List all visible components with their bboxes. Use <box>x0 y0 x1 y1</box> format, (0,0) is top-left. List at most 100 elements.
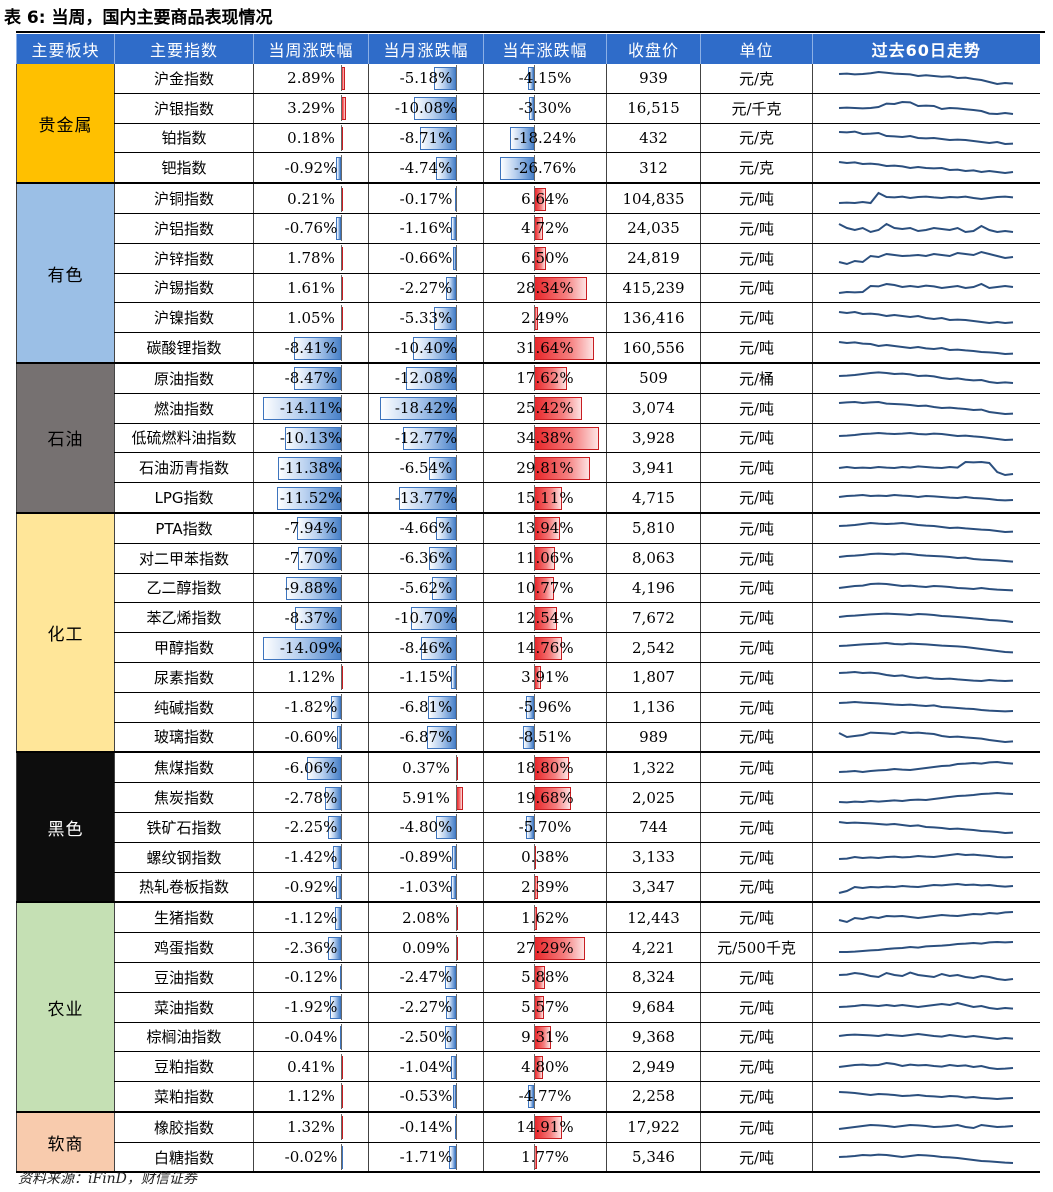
week-change-value: -14.09% <box>279 638 343 657</box>
month-change-value: -4.80% <box>399 818 453 837</box>
month-change-zero-axis <box>455 245 457 272</box>
trend-sparkline <box>839 431 1014 441</box>
month-change-zero-axis <box>455 95 457 122</box>
year-change-zero-axis <box>533 723 535 750</box>
year-change-zero-axis <box>533 664 535 691</box>
header-month-change: 当月涨跌幅 <box>368 34 484 64</box>
close-price: 5,346 <box>606 1142 701 1174</box>
trend-cell <box>812 482 1040 514</box>
month-change-bar <box>450 217 456 241</box>
week-change-cell: -2.78% <box>253 782 369 813</box>
month-change-zero-axis <box>455 1053 457 1080</box>
month-change-bar <box>428 456 456 480</box>
month-change-cell: -6.54% <box>368 452 484 484</box>
week-change-bar <box>334 906 341 930</box>
month-change-bar <box>452 247 456 271</box>
week-change-bar <box>262 397 341 421</box>
week-change-cell: -8.47% <box>253 362 369 394</box>
week-change-cell: -1.92% <box>253 992 369 1023</box>
trend-cell <box>812 332 1040 364</box>
year-change-cell: 5.88% <box>483 962 607 993</box>
month-change-bar <box>436 156 456 180</box>
unit: 元/吨 <box>700 842 813 873</box>
trend-sparkline <box>838 730 1014 743</box>
week-change-cell: 3.29% <box>253 93 369 124</box>
month-change-cell: -4.66% <box>368 512 484 544</box>
trend-sparkline <box>839 493 1014 501</box>
year-change-zero-axis <box>533 245 535 272</box>
index-name: 棕榈油指数 <box>114 1022 254 1053</box>
week-change-value: 2.89% <box>287 69 335 88</box>
month-change-bar <box>427 725 456 749</box>
trend-cell <box>812 243 1040 274</box>
week-change-cell: -8.41% <box>253 332 369 364</box>
year-change-value: 6.50% <box>521 249 569 268</box>
week-change-cell: -2.36% <box>253 932 369 963</box>
year-change-value: 9.31% <box>521 1027 569 1046</box>
year-change-zero-axis <box>533 604 535 631</box>
trend-sparkline <box>839 460 1014 476</box>
year-change-cell: 34.38% <box>483 423 607 454</box>
week-change-zero-axis <box>340 245 342 272</box>
trend-cell <box>812 512 1040 544</box>
week-change-value: -1.42% <box>284 848 338 867</box>
month-change-cell: 0.09% <box>368 932 484 963</box>
week-change-cell: 1.61% <box>253 273 369 304</box>
header-unit: 单位 <box>700 34 813 64</box>
month-change-zero-axis <box>455 1144 457 1171</box>
trend-line <box>839 1002 1014 1011</box>
month-change-zero-axis <box>455 784 457 811</box>
close-price: 24,819 <box>606 243 701 274</box>
month-change-value: 0.37% <box>402 758 450 777</box>
year-change-bar <box>526 816 534 840</box>
month-change-cell: -8.46% <box>368 632 484 663</box>
top-rule <box>16 31 1045 33</box>
month-change-zero-axis <box>455 454 457 481</box>
year-change-cell: 0.38% <box>483 842 607 873</box>
table-row: 白糖指数 -0.02% -1.71% 1.77% 5,346 元/吨 <box>17 1142 1040 1174</box>
trend-sparkline <box>839 582 1014 592</box>
index-name: 沪金指数 <box>114 64 254 94</box>
week-change-cell: -7.94% <box>253 512 369 544</box>
month-change-cell: -6.87% <box>368 722 484 754</box>
week-change-cell: 1.05% <box>253 302 369 334</box>
trend-sparkline <box>839 1061 1014 1070</box>
month-change-cell: -10.70% <box>368 602 484 634</box>
week-change-bar <box>263 636 341 660</box>
trend-line <box>839 671 1014 683</box>
week-change-value: -11.38% <box>279 458 343 477</box>
month-change-value: -12.77% <box>394 428 458 447</box>
month-change-value: -10.40% <box>394 338 458 357</box>
unit: 元/吨 <box>700 543 813 574</box>
year-change-value: 5.88% <box>521 968 569 987</box>
close-price: 16,515 <box>606 93 701 124</box>
close-price: 7,672 <box>606 602 701 634</box>
header-index: 主要指数 <box>114 34 254 64</box>
index-name: 鸡蛋指数 <box>114 932 254 963</box>
index-name: 热轧卷板指数 <box>114 872 254 904</box>
unit: 元/吨 <box>700 183 813 214</box>
week-change-zero-axis <box>340 574 342 601</box>
trend-line <box>839 612 1014 623</box>
year-change-value: 1.62% <box>521 908 569 927</box>
index-name: 对二甲苯指数 <box>114 543 254 574</box>
trend-line <box>839 1124 1014 1131</box>
month-change-value: -5.33% <box>399 308 453 327</box>
year-change-cell: 2.49% <box>483 302 607 334</box>
trend-cell <box>812 152 1040 185</box>
index-name: 螺纹钢指数 <box>114 842 254 873</box>
week-change-zero-axis <box>340 873 342 900</box>
month-change-zero-axis <box>455 723 457 750</box>
year-change-value: 31.64% <box>516 338 574 357</box>
index-name: 白糖指数 <box>114 1142 254 1174</box>
trend-sparkline <box>839 71 1014 86</box>
sector-label: 贵金属 <box>16 64 115 185</box>
unit: 元/克 <box>700 123 813 154</box>
month-change-value: -4.66% <box>399 519 453 538</box>
month-change-bar <box>411 606 456 630</box>
table-row: 菜油指数 -1.92% -2.27% 5.57% 9,684 元/吨 <box>17 992 1040 1023</box>
week-change-value: -8.41% <box>284 338 338 357</box>
week-change-zero-axis <box>340 814 342 841</box>
month-change-value: -1.71% <box>399 1148 453 1167</box>
table-row: 化工 PTA指数 -7.94% -4.66% 13.94% 5,810 元/吨 <box>16 512 1040 754</box>
